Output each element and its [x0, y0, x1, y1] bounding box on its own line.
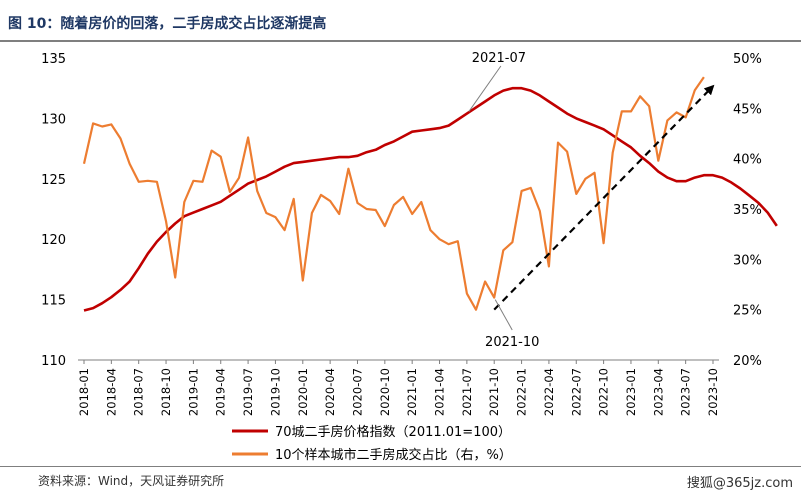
trend-arrow: [493, 84, 715, 311]
chart-canvas: 110 115 120 125 130 135 20% 25% 30% 35% 40% 45% 50% 2…: [41, 51, 778, 463]
annotation-leader-2021-10: [494, 299, 513, 331]
x-tick-label: 2023-10: [706, 368, 720, 416]
x-tick-label: 2019-07: [241, 368, 255, 416]
annotation-peak-label: 2021-07: [472, 51, 526, 66]
x-tick-label: 2022-04: [542, 368, 556, 416]
x-tick-label: 2023-04: [651, 368, 665, 416]
x-tick-label: 2022-10: [597, 368, 611, 416]
y-left-tick-label: 120: [41, 233, 66, 248]
y-right-tick-label: 40%: [733, 153, 762, 168]
title-divider: [0, 40, 801, 42]
y-left-tick-label: 110: [41, 354, 66, 369]
x-tick-label: 2020-07: [350, 368, 364, 416]
series-line-transaction-share: [82, 76, 705, 311]
x-tick-label: 2021-01: [405, 368, 419, 416]
y-right-tick-label: 25%: [733, 304, 762, 319]
x-tick-label: 2020-01: [296, 368, 310, 416]
legend-label: 10个样本城市二手房成交占比（右，%）: [275, 447, 512, 463]
x-tick-label: 2020-10: [378, 368, 392, 416]
figure-title: 图 10：随着房价的回落，二手房成交占比逐渐提高: [8, 16, 327, 32]
title-bar: 图 10：随着房价的回落，二手房成交占比逐渐提高: [0, 0, 801, 44]
annotation-leader-2021-07: [468, 65, 502, 112]
y-right-tick-label: 20%: [733, 354, 762, 369]
source-note: 资料来源：Wind，天风证券研究所: [38, 474, 225, 488]
x-tick-label: 2019-10: [268, 368, 282, 416]
x-tick-label: 2021-10: [487, 368, 501, 416]
x-tick-label: 2019-04: [214, 368, 228, 416]
x-tick-label: 2018-10: [159, 368, 173, 416]
y-right-tick-label: 35%: [733, 203, 762, 218]
x-tick-label: 2022-01: [515, 368, 529, 416]
x-tick-label: 2020-04: [323, 368, 337, 416]
x-tick-label: 2018-01: [77, 368, 91, 416]
legend-label: 70城二手房价格指数（2011.01=100）: [275, 424, 511, 440]
y-left-tick-label: 115: [41, 294, 66, 309]
y-right-tick-label: 50%: [733, 52, 762, 67]
x-tick-label: 2023-07: [679, 368, 693, 416]
y-left-tick-label: 130: [41, 112, 66, 127]
x-tick-label: 2023-01: [624, 368, 638, 416]
y-left-tick-label: 125: [41, 173, 66, 188]
legend: 70城二手房价格指数（2011.01=100） 10个样本城市二手房成交占比（右，…: [232, 424, 512, 463]
y-right-tick-label: 30%: [733, 253, 762, 268]
x-tick-label: 2018-04: [104, 368, 118, 416]
x-tick-label: 2021-07: [460, 368, 474, 416]
footer-divider: [0, 466, 801, 467]
y-left-tick-label: 135: [41, 52, 66, 67]
x-tick-label: 2021-04: [433, 368, 447, 416]
y-right-tick-label: 45%: [733, 102, 762, 117]
x-tick-label: 2022-07: [569, 368, 583, 416]
x-tick-label: 2018-07: [132, 368, 146, 416]
corner-watermark: 搜狐@365jz.com: [686, 476, 793, 491]
x-tick-label: 2019-01: [186, 368, 200, 416]
annotation-trough-label: 2021-10: [485, 335, 539, 350]
series-line-price-index: [83, 86, 778, 312]
